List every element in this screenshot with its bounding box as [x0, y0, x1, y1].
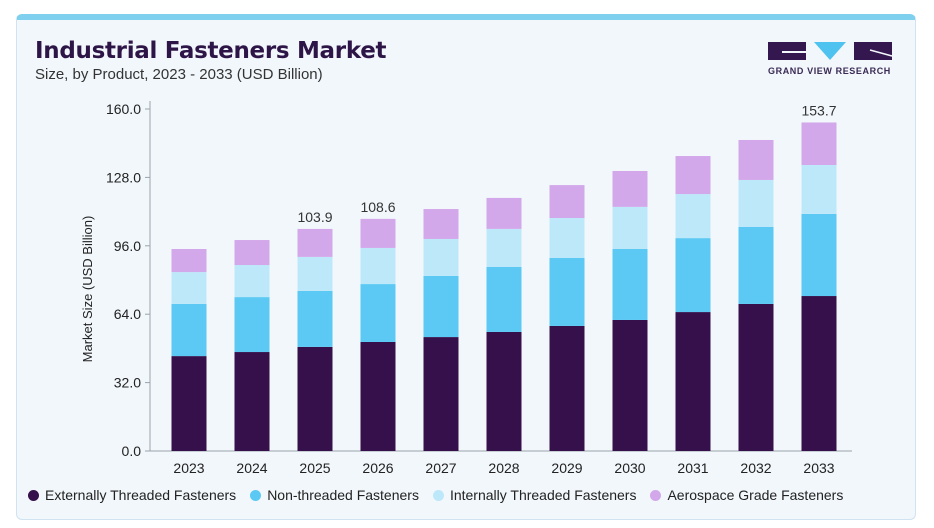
y-tick-label: 160.0	[106, 101, 141, 117]
bar-segment-externally-threaded-fasteners-2029	[549, 325, 585, 451]
legend-item: Internally Threaded Fasteners	[432, 487, 637, 503]
x-tick-label: 2027	[425, 460, 456, 476]
bar-segment-externally-threaded-fasteners-2024	[234, 352, 270, 451]
chart-title: Industrial Fasteners Market	[35, 38, 387, 64]
bar-segment-externally-threaded-fasteners-2023	[171, 356, 207, 451]
legend-swatch	[28, 489, 39, 501]
bar-segment-externally-threaded-fasteners-2030	[612, 319, 648, 451]
bar-segment-externally-threaded-fasteners-2027	[423, 337, 459, 451]
bar-segment-non-threaded-fasteners-2031	[675, 238, 711, 313]
bar-segment-non-threaded-fasteners-2029	[549, 257, 585, 326]
bar-segment-aerospace-grade-fasteners-2032	[738, 139, 774, 180]
bar-segment-externally-threaded-fasteners-2032	[738, 303, 774, 451]
bar-segment-non-threaded-fasteners-2030	[612, 249, 648, 320]
x-tick-label: 2025	[299, 460, 330, 476]
bar-segment-non-threaded-fasteners-2025	[297, 290, 333, 347]
legend-item: Externally Threaded Fasteners	[28, 487, 236, 503]
y-tick-label: 0.0	[122, 443, 142, 459]
y-axis-label: Market Size (USD Billion)	[80, 216, 95, 363]
x-tick-label: 2028	[488, 460, 519, 476]
bar-segment-internally-threaded-fasteners-2023	[171, 272, 207, 304]
legend-swatch	[250, 489, 262, 501]
data-label-2025: 103.9	[297, 209, 332, 225]
data-label-2026: 108.6	[360, 199, 395, 215]
legend-label: Internally Threaded Fasteners	[449, 487, 637, 503]
legend-label: Aerospace Grade Fasteners	[667, 487, 844, 503]
bar-segment-aerospace-grade-fasteners-2030	[612, 170, 648, 207]
bar-segment-non-threaded-fasteners-2033	[801, 213, 837, 297]
bar-segment-internally-threaded-fasteners-2030	[612, 206, 648, 250]
bar-segment-aerospace-grade-fasteners-2031	[675, 156, 711, 195]
x-tick-label: 2023	[173, 460, 204, 476]
chart-subtitle: Size, by Product, 2023 - 2033 (USD Billi…	[35, 66, 323, 83]
bar-segment-aerospace-grade-fasteners-2027	[423, 209, 459, 239]
bar-segment-internally-threaded-fasteners-2027	[423, 238, 459, 276]
bar-segment-internally-threaded-fasteners-2025	[297, 256, 333, 291]
legend-item: Non-threaded Fasteners	[250, 487, 419, 503]
y-tick-label: 64.0	[114, 306, 141, 322]
bar-segment-internally-threaded-fasteners-2024	[234, 265, 270, 298]
x-tick-label: 2031	[677, 460, 708, 476]
x-tick-label: 2032	[740, 460, 771, 476]
bar-segment-aerospace-grade-fasteners-2025	[297, 228, 333, 257]
bar-segment-internally-threaded-fasteners-2028	[486, 228, 522, 267]
bar-segment-aerospace-grade-fasteners-2028	[486, 197, 522, 229]
bar-segment-non-threaded-fasteners-2027	[423, 275, 459, 338]
legend: Externally Threaded Fasteners Non-threade…	[28, 487, 843, 503]
bar-segment-externally-threaded-fasteners-2026	[360, 341, 396, 451]
bar-segment-externally-threaded-fasteners-2025	[297, 346, 333, 451]
legend-swatch	[650, 489, 662, 501]
bar-segment-internally-threaded-fasteners-2031	[675, 194, 711, 239]
bar-segment-non-threaded-fasteners-2028	[486, 266, 522, 332]
bar-segment-non-threaded-fasteners-2024	[234, 297, 270, 353]
bar-segment-internally-threaded-fasteners-2032	[738, 179, 774, 227]
y-tick-label: 32.0	[114, 375, 141, 391]
bar-segment-non-threaded-fasteners-2023	[171, 303, 207, 357]
x-tick-label: 2026	[362, 460, 393, 476]
data-label-2033: 153.7	[801, 102, 836, 118]
legend-label: Externally Threaded Fasteners	[45, 487, 237, 503]
legend-item: Aerospace Grade Fasteners	[650, 487, 843, 503]
bar-segment-externally-threaded-fasteners-2028	[486, 331, 522, 451]
bar-segment-aerospace-grade-fasteners-2023	[171, 249, 207, 273]
bar-segment-externally-threaded-fasteners-2031	[675, 312, 711, 451]
bar-segment-internally-threaded-fasteners-2026	[360, 247, 396, 285]
x-tick-label: 2030	[614, 460, 645, 476]
y-tick-label: 96.0	[114, 238, 141, 254]
bar-segment-aerospace-grade-fasteners-2026	[360, 218, 396, 248]
bar-segment-non-threaded-fasteners-2026	[360, 284, 396, 342]
bar-segment-internally-threaded-fasteners-2029	[549, 218, 585, 258]
grand-view-research-logo	[768, 42, 893, 60]
bar-segment-internally-threaded-fasteners-2033	[801, 165, 837, 214]
legend-swatch	[432, 489, 444, 501]
x-tick-label: 2029	[551, 460, 582, 476]
legend-label: Non-threaded Fasteners	[267, 487, 419, 503]
bar-segment-aerospace-grade-fasteners-2029	[549, 185, 585, 219]
logo-text: GRAND VIEW RESEARCH	[768, 66, 891, 76]
bar-segment-aerospace-grade-fasteners-2033	[801, 122, 837, 166]
y-tick-label: 128.0	[106, 169, 141, 185]
bar-segment-aerospace-grade-fasteners-2024	[234, 240, 270, 266]
x-tick-label: 2033	[803, 460, 834, 476]
bar-segment-externally-threaded-fasteners-2033	[801, 296, 837, 451]
bar-segment-non-threaded-fasteners-2032	[738, 226, 774, 304]
x-tick-label: 2024	[236, 460, 267, 476]
